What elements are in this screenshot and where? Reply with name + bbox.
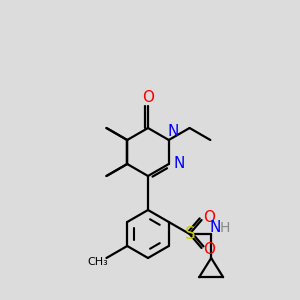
Text: N: N xyxy=(209,220,221,236)
Text: CH₃: CH₃ xyxy=(87,257,108,267)
Text: O: O xyxy=(204,211,216,226)
Text: O: O xyxy=(142,91,154,106)
Text: N: N xyxy=(167,124,178,140)
Text: N: N xyxy=(173,157,184,172)
Text: H: H xyxy=(220,221,230,235)
Text: O: O xyxy=(204,242,216,257)
Text: S: S xyxy=(185,225,196,243)
